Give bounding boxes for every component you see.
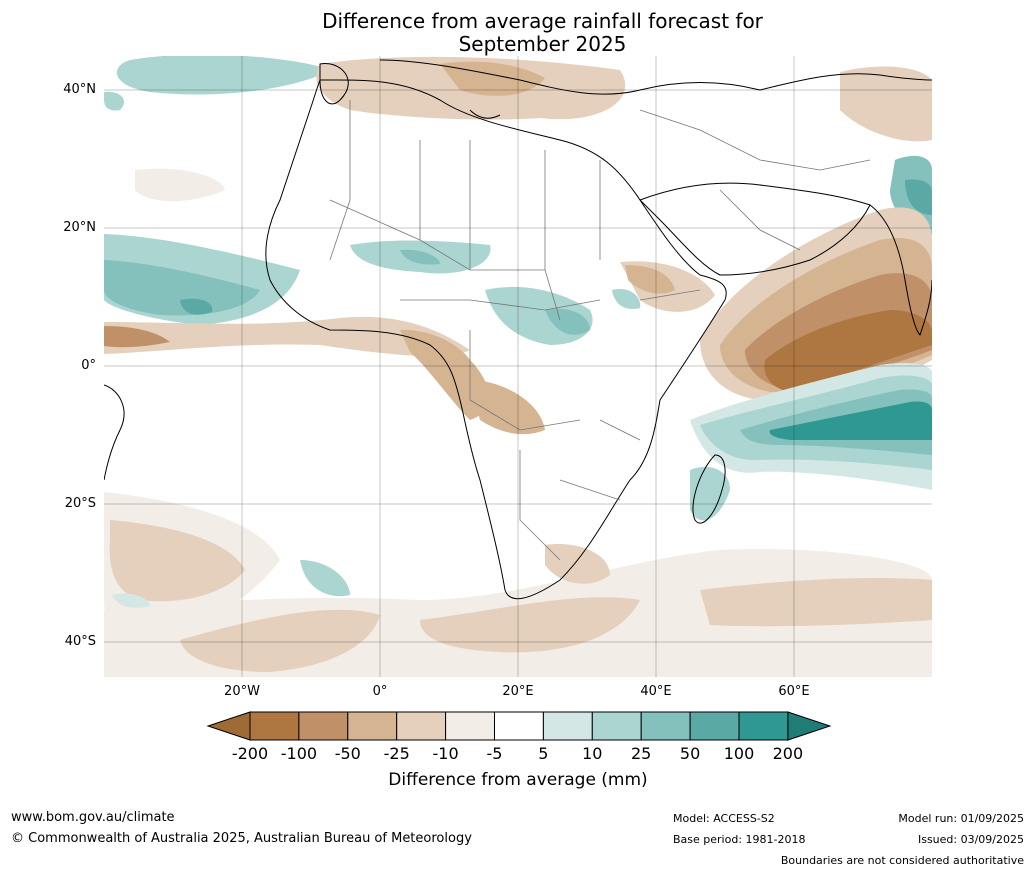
coastlines	[104, 59, 932, 600]
colorbar-bin	[249, 711, 300, 741]
colorbar-tick-label: -5	[486, 744, 503, 763]
colorbar-tick-label: 50	[679, 744, 701, 763]
map-title-line1: Difference from average rainfall forecas…	[322, 9, 763, 33]
lat-label-0: 0°	[81, 358, 96, 373]
colorbar-bin	[298, 711, 349, 741]
footer-model: Model: ACCESS-S2	[673, 812, 775, 825]
lat-label-20n: 20°N	[63, 220, 96, 235]
lat-label-40s: 40°S	[64, 634, 96, 649]
lat-label-20s: 20°S	[64, 496, 96, 511]
colorbar-tick-label: 100	[723, 744, 755, 763]
footer-copyright: © Commonwealth of Australia 2025, Austra…	[11, 831, 472, 846]
footer-model-run: Model run: 01/09/2025	[898, 812, 1024, 825]
lon-label-60e: 60°E	[778, 684, 810, 699]
colorbar-tick-label: -25	[383, 744, 410, 763]
country-borders	[329, 100, 871, 561]
footer-disclaimer: Boundaries are not considered authoritat…	[780, 854, 1024, 867]
lon-label-20e: 20°E	[502, 684, 534, 699]
colorbar-bin	[591, 711, 642, 741]
colorbar-title: Difference from average (mm)	[388, 770, 648, 790]
colorbar-bin	[396, 711, 447, 741]
lon-label-40e: 40°E	[640, 684, 672, 699]
lon-label-0: 0°	[372, 684, 388, 699]
colorbar-bin	[445, 711, 496, 741]
colorbar-bin	[347, 711, 398, 741]
colorbar-bin	[689, 711, 740, 741]
colorbar-bin	[542, 711, 593, 741]
footer-website[interactable]: www.bom.gov.au/climate	[11, 810, 175, 825]
colorbar-tick-label: -10	[432, 744, 459, 763]
colorbar-tick-label: 10	[582, 744, 603, 763]
colorbar-bin	[640, 711, 691, 741]
lon-label-20w: 20°W	[224, 684, 260, 699]
colorbar-tick-label: 25	[631, 744, 652, 763]
colorbar-extend-low	[206, 711, 251, 741]
colorbar-tick-label: -100	[280, 744, 318, 763]
lat-label-40n: 40°N	[63, 82, 96, 97]
colorbar-tick-label: 200	[772, 744, 804, 763]
gridlines	[104, 56, 932, 677]
map-title: Difference from average rainfall forecas…	[0, 10, 1035, 56]
footer-issued: Issued: 03/09/2025	[917, 833, 1024, 846]
anomaly-fields	[104, 56, 932, 677]
footer-base-period: Base period: 1981-2018	[673, 833, 806, 846]
colorbar-tick-label: -200	[231, 744, 269, 763]
colorbar-tick-label: -50	[334, 744, 361, 763]
colorbar-bin	[738, 711, 789, 741]
colorbar-extend-high	[787, 711, 832, 741]
colorbar-bin	[494, 711, 544, 741]
map-title-line2: September 2025	[458, 32, 627, 56]
colorbar-tick-label: 5	[538, 744, 549, 763]
